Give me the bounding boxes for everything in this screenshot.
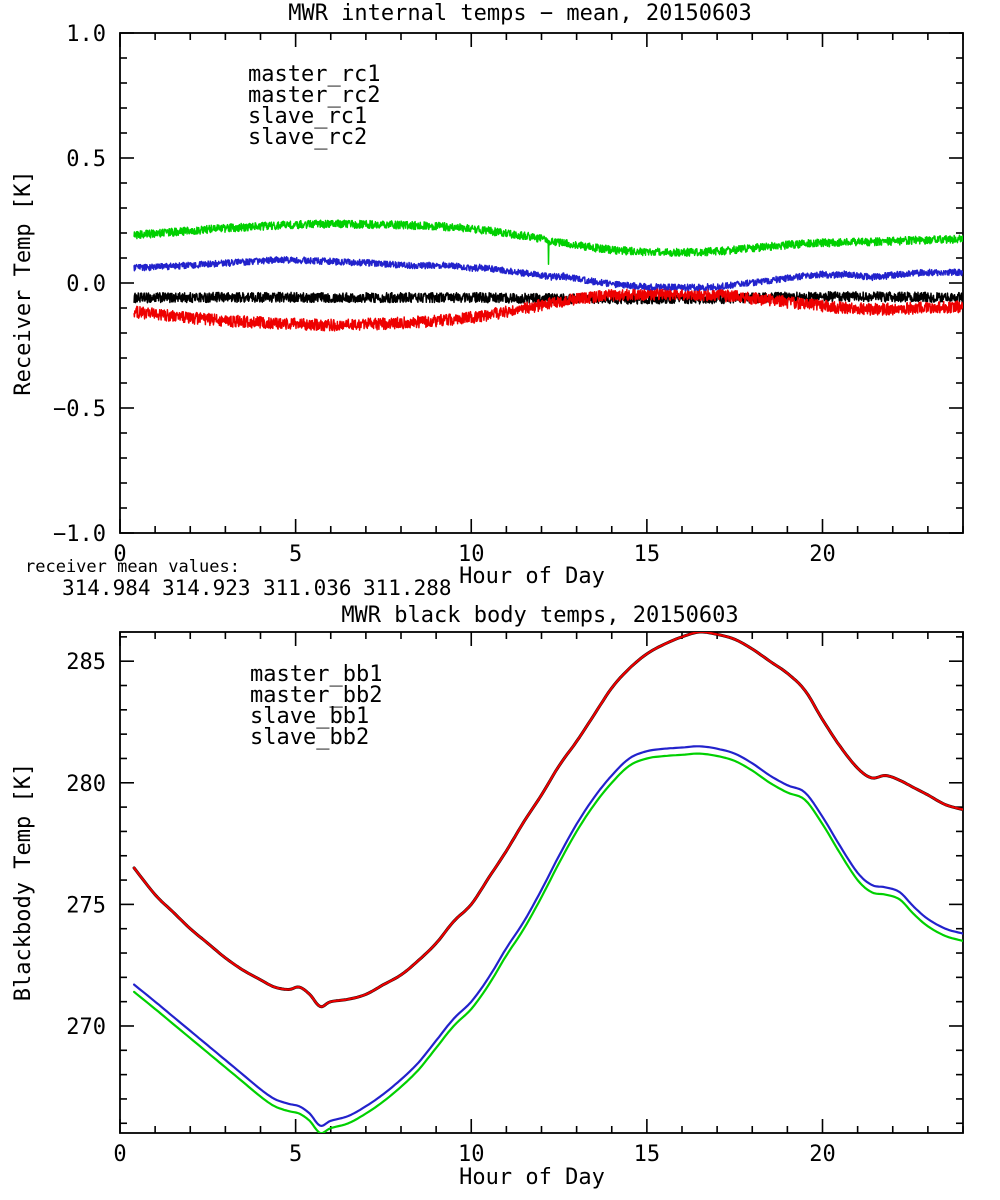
x-tick-label: 10 xyxy=(458,542,485,567)
y-tick-label: −1.0 xyxy=(53,522,106,547)
y-tick-label: 1.0 xyxy=(66,22,106,47)
y-tick-label: 285 xyxy=(66,650,106,675)
top-plot-title: MWR internal temps − mean, 20150603 xyxy=(288,1,752,26)
y-tick-label: −0.5 xyxy=(53,397,106,422)
bottom-plot-xaxis-label: Hour of Day xyxy=(459,1165,605,1190)
top-plot-axes: 0 5 10 15 20 −1.0 −0.5 0.0 0.5 1.0 xyxy=(53,22,964,567)
x-tick-label: 0 xyxy=(113,1142,126,1167)
receiver-mean-slave_rc2: 311.288 xyxy=(363,576,452,600)
bottom-plot-yaxis-label: Blackbody Temp [K] xyxy=(11,763,36,1001)
top-legend-master_rc2: master_rc2 xyxy=(248,83,380,108)
x-tick-label: 5 xyxy=(289,542,302,567)
y-tick-label: 275 xyxy=(66,893,106,918)
series-line-slave_bb2 xyxy=(133,752,963,1133)
x-tick-label: 20 xyxy=(809,542,836,567)
receiver-mean-values-label: receiver mean values: xyxy=(25,557,240,577)
series-line-master_bb2 xyxy=(133,632,963,1008)
series-line-slave_rc2 xyxy=(133,219,963,265)
x-tick-label: 5 xyxy=(289,1142,302,1167)
top-plot-yaxis-label: Receiver Temp [K] xyxy=(11,170,36,395)
series-line-slave_bb1 xyxy=(133,745,963,1128)
x-tick-label: 15 xyxy=(634,542,661,567)
receiver-mean-slave_rc1: 311.036 xyxy=(263,576,352,600)
bottom-plot-title: MWR black body temps, 20150603 xyxy=(341,603,738,628)
receiver-mean-master_rc2: 314.923 xyxy=(162,576,251,600)
series-line-slave_rc1 xyxy=(133,256,963,292)
x-tick-label: 15 xyxy=(634,1142,661,1167)
y-tick-label: 280 xyxy=(66,772,106,797)
series-line-master_rc2 xyxy=(133,287,963,332)
bottom-legend-master_bb1: master_bb1 xyxy=(250,662,382,687)
bottom-legend-master_bb2: master_bb2 xyxy=(250,683,382,708)
bottom-plot-curves xyxy=(132,632,963,1133)
top-legend-master_rc1: master_rc1 xyxy=(248,62,380,87)
y-tick-label: 270 xyxy=(66,1015,106,1040)
x-tick-label: 10 xyxy=(458,1142,485,1167)
x-tick-label: 20 xyxy=(809,1142,836,1167)
top-legend-slave_rc2: slave_rc2 xyxy=(248,125,367,150)
series-line-master_rc1 xyxy=(133,291,963,305)
top-legend-slave_rc1: slave_rc1 xyxy=(248,104,367,129)
receiver-mean-master_rc1: 314.984 xyxy=(62,576,151,600)
plot-frame xyxy=(119,631,964,1134)
top-plot-xaxis-label: Hour of Day xyxy=(459,564,605,589)
bottom-legend-slave_bb1: slave_bb1 xyxy=(250,704,369,729)
y-tick-label: 0.5 xyxy=(66,147,106,172)
bottom-legend-slave_bb2: slave_bb2 xyxy=(250,725,369,750)
x-tick-label: 0 xyxy=(113,542,126,567)
plot-frame xyxy=(119,32,964,534)
top-plot-curves xyxy=(133,219,963,332)
bottom-plot-axes: 0 5 10 15 20 270 275 280 285 xyxy=(66,631,964,1167)
y-tick-label: 0.0 xyxy=(66,272,106,297)
